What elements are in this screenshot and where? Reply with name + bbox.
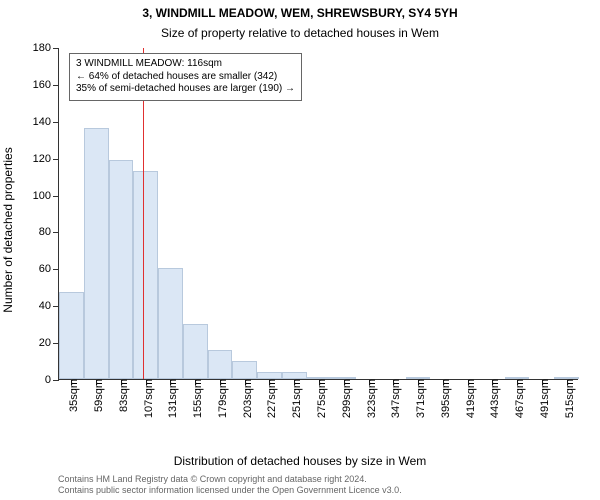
histogram-bar	[133, 171, 158, 379]
histogram-bar	[84, 128, 109, 379]
y-axis-label: Number of detached properties	[1, 147, 15, 312]
y-tick-label: 0	[45, 374, 59, 386]
x-tick-label: 83sqm	[112, 379, 130, 412]
footer-line2: Contains public sector information licen…	[58, 485, 590, 496]
chart-title-line1: 3, WINDMILL MEADOW, WEM, SHREWSBURY, SY4…	[0, 6, 600, 20]
y-tick-label: 100	[33, 190, 59, 202]
plot-area: 02040608010012014016018035sqm59sqm83sqm1…	[58, 48, 578, 380]
x-tick-label: 251sqm	[285, 379, 303, 418]
histogram-bar	[109, 160, 134, 379]
x-tick-label: 299sqm	[335, 379, 353, 418]
histogram-bar	[158, 268, 183, 379]
annotation-line: ← 64% of detached houses are smaller (34…	[76, 71, 295, 84]
chart-title-line2: Size of property relative to detached ho…	[0, 26, 600, 40]
histogram-bar	[59, 292, 84, 379]
x-tick-label: 203sqm	[236, 379, 254, 418]
x-tick-label: 347sqm	[384, 379, 402, 418]
x-tick-label: 227sqm	[260, 379, 278, 418]
x-tick-label: 179sqm	[211, 379, 229, 418]
x-tick-label: 155sqm	[186, 379, 204, 418]
x-tick-label: 419sqm	[459, 379, 477, 418]
x-tick-label: 515sqm	[558, 379, 576, 418]
x-tick-label: 491sqm	[533, 379, 551, 418]
y-tick-label: 20	[39, 337, 59, 349]
x-tick-label: 131sqm	[161, 379, 179, 418]
x-tick-label: 59sqm	[87, 379, 105, 412]
histogram-bar	[208, 350, 233, 380]
histogram-bar	[282, 372, 307, 379]
footer-attribution: Contains HM Land Registry data © Crown c…	[58, 474, 590, 496]
x-tick-label: 395sqm	[434, 379, 452, 418]
x-tick-label: 35sqm	[62, 379, 80, 412]
chart-container: 3, WINDMILL MEADOW, WEM, SHREWSBURY, SY4…	[0, 0, 600, 500]
y-tick-label: 80	[39, 226, 59, 238]
x-tick-label: 107sqm	[137, 379, 155, 418]
x-tick-label: 467sqm	[508, 379, 526, 418]
y-tick-label: 140	[33, 116, 59, 128]
y-tick-label: 160	[33, 79, 59, 91]
x-tick-label: 371sqm	[409, 379, 427, 418]
histogram-bar	[257, 372, 282, 379]
annotation-box: 3 WINDMILL MEADOW: 116sqm← 64% of detach…	[69, 53, 302, 101]
y-tick-label: 120	[33, 153, 59, 165]
annotation-line: 3 WINDMILL MEADOW: 116sqm	[76, 58, 295, 71]
x-tick-label: 275sqm	[310, 379, 328, 418]
footer-line1: Contains HM Land Registry data © Crown c…	[58, 474, 590, 485]
y-tick-label: 40	[39, 300, 59, 312]
y-tick-label: 60	[39, 263, 59, 275]
y-tick-label: 180	[33, 42, 59, 54]
histogram-bar	[183, 324, 208, 379]
histogram-bar	[232, 361, 257, 379]
x-axis-label: Distribution of detached houses by size …	[0, 454, 600, 468]
x-tick-label: 443sqm	[483, 379, 501, 418]
x-tick-label: 323sqm	[360, 379, 378, 418]
annotation-line: 35% of semi-detached houses are larger (…	[76, 83, 295, 96]
